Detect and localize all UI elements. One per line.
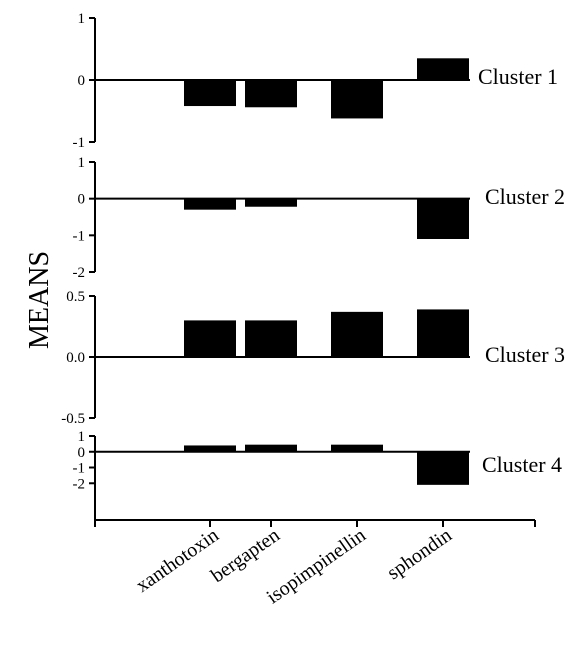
cluster-label: Cluster 4: [482, 452, 562, 477]
panel-4: 10-1-2 Cluster 4: [73, 429, 563, 492]
bar-2-sphondin: [417, 198, 469, 239]
bar-1-bergapten: [245, 80, 297, 108]
category-label: sphondin: [383, 524, 456, 584]
panel-2-tick-label: 0: [78, 192, 86, 208]
category-label: bergapten: [207, 524, 284, 587]
bar-3-isopimpinellin: [331, 311, 383, 357]
panel-1-tick-label: 0: [78, 73, 86, 89]
y-axis-label: MEANS: [24, 251, 55, 349]
cluster-label: Cluster 1: [478, 64, 558, 89]
bar-1-isopimpinellin: [331, 80, 383, 119]
bar-4-sphondin: [417, 451, 469, 485]
bar-4-xanthotoxin: [184, 445, 236, 452]
bar-2-xanthotoxin: [184, 198, 236, 210]
panel-4-tick-label: -2: [73, 476, 86, 492]
bar-2-bergapten: [245, 198, 297, 207]
bar-3-bergapten: [245, 320, 297, 357]
cluster-label: Cluster 2: [485, 184, 565, 209]
panel-4-tick-label: -1: [73, 461, 86, 477]
panel-4-tick-label: 1: [78, 429, 86, 445]
panel-3-tick-label: 0.5: [66, 289, 85, 305]
bar-4-isopimpinellin: [331, 444, 383, 452]
bar-4-bergapten: [245, 444, 297, 452]
bar-3-xanthotoxin: [184, 320, 236, 357]
category-label: xanthotoxin: [132, 524, 223, 597]
panel-2-tick-label: -2: [73, 265, 86, 281]
cluster-label: Cluster 3: [485, 342, 565, 367]
panel-1-tick-label: -1: [73, 135, 86, 151]
bar-1-xanthotoxin: [184, 80, 236, 107]
bar-1-sphondin: [417, 58, 469, 80]
panel-2-tick-label: -1: [73, 228, 86, 244]
bar-3-sphondin: [417, 309, 469, 357]
panel-1: 1 0 -1 Cluster 1: [73, 11, 559, 151]
panel-3-tick-label: -0.5: [61, 411, 85, 427]
panel-3-tick-label: 0.0: [66, 350, 85, 366]
panel-2-tick-label: 1: [78, 155, 86, 171]
panel-3: 0.5 0.0 -0.5 Cluster 3: [61, 289, 565, 427]
panel-2: 1 0 -1 -2 Cluster 2: [73, 155, 566, 281]
panel-1-tick-label: 1: [78, 11, 86, 27]
panel-4-tick-label: 0: [78, 445, 86, 461]
